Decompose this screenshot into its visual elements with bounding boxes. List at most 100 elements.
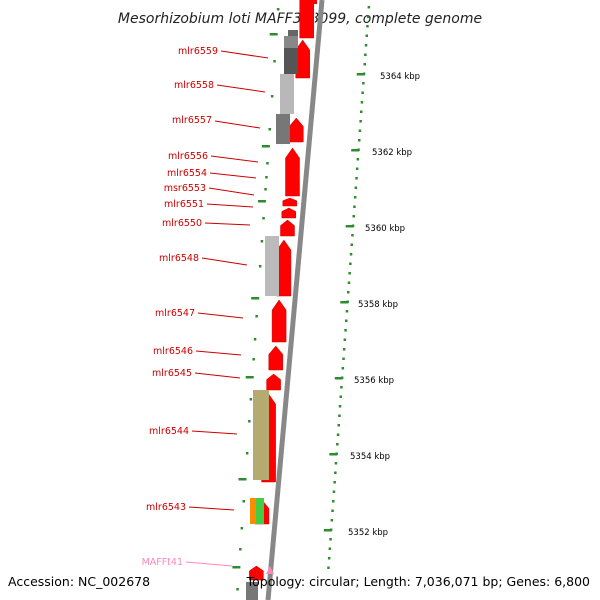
ruler-dot	[358, 129, 362, 132]
gene-track-tick	[261, 145, 270, 148]
gene-arrow	[285, 147, 300, 197]
gene-label-mlr6559[interactable]: mlr6559	[178, 46, 218, 57]
ruler-dot	[347, 291, 350, 294]
gene-arrow	[282, 197, 298, 207]
gene-labels[interactable]: mlr6559 mlr6558 mlr6557 mlr6556 mlr6554 …	[142, 46, 218, 568]
gene-label-mlr6548[interactable]: mlr6548	[159, 253, 199, 264]
gene-arrow-fragment	[305, 0, 317, 4]
label-leader-line	[209, 172, 257, 179]
label-leader-line	[220, 50, 269, 59]
gene-arrow	[271, 299, 287, 343]
ruler-dot	[347, 281, 351, 284]
label-leader-line	[204, 222, 251, 226]
gene-label-mlr6544[interactable]: mlr6544	[149, 426, 189, 437]
label-leaders	[185, 50, 269, 567]
gene-track-tick	[253, 338, 257, 341]
label-leader-line	[194, 372, 241, 379]
ruler-dot	[332, 490, 336, 493]
gene-track-tick	[269, 33, 278, 36]
ruler-dot	[336, 433, 340, 436]
ruler-dot	[367, 6, 371, 9]
feature-box	[265, 236, 279, 296]
label-leader-line	[210, 155, 259, 163]
feature-box	[284, 48, 298, 74]
ruler-dot	[332, 500, 335, 503]
gene-label-MAFFt41[interactable]: MAFFt41	[142, 557, 183, 568]
gene-track-tick	[242, 500, 245, 503]
gene-label-mlr6543[interactable]: mlr6543	[146, 502, 186, 513]
gene-track-tick	[252, 358, 255, 361]
gene-track-tick	[270, 95, 274, 98]
ruler-dot	[342, 348, 346, 351]
ruler-dot	[354, 186, 358, 189]
gene-label-mlr6550[interactable]: mlr6550	[162, 218, 202, 229]
gene-label-mlr6558[interactable]: mlr6558	[174, 80, 214, 91]
ruler-dot	[349, 253, 353, 256]
ruler-major-tick	[329, 453, 338, 456]
ruler-dot	[353, 196, 357, 199]
ruler-dot	[366, 15, 370, 18]
kbp-label: 5358 kbp	[358, 300, 398, 310]
ruler-dot	[330, 519, 334, 522]
label-leader-line	[195, 350, 242, 356]
feature-box	[246, 582, 258, 600]
ruler-dot	[348, 272, 351, 275]
ruler-major-tick	[351, 149, 360, 152]
ruler-dot	[352, 215, 355, 218]
ruler-major-tick	[340, 301, 349, 304]
gene-label-mlr6556[interactable]: mlr6556	[168, 151, 208, 162]
label-leader-line	[214, 120, 261, 129]
gene-label-mlr6554[interactable]: mlr6554	[167, 168, 207, 179]
feature-box	[284, 36, 298, 48]
ruler-dot	[364, 53, 367, 56]
ruler-dot	[360, 110, 363, 113]
kbp-labels: 5364 kbp 5362 kbp 5360 kbp 5358 kbp 5356…	[348, 72, 420, 538]
gene-label-mlr6547[interactable]: mlr6547	[155, 308, 195, 319]
ruler-dot	[365, 34, 368, 37]
gene-label-mlr6557[interactable]: mlr6557	[172, 115, 212, 126]
gene-track-tick	[240, 527, 244, 530]
gene-arrow	[299, 0, 314, 39]
ruler-dot	[340, 386, 343, 389]
label-leader-line	[206, 203, 254, 208]
ruler-dot	[360, 101, 364, 104]
gene-label-msr6553[interactable]: msr6553	[164, 183, 206, 194]
ruler-dot	[353, 205, 356, 208]
ruler-dot	[333, 481, 336, 484]
label-leader-line	[208, 187, 255, 196]
gene-label-mlr6546[interactable]: mlr6546	[153, 346, 193, 357]
ruler-dot	[327, 557, 331, 560]
kbp-label: 5354 kbp	[350, 452, 390, 462]
ruler-dot	[355, 167, 359, 170]
feature-box	[280, 74, 294, 114]
ruler-dot	[337, 424, 340, 427]
ruler-dot	[349, 262, 352, 265]
ruler-dot	[362, 82, 365, 85]
kbp-ruler	[323, 6, 371, 569]
ruler-dot	[336, 443, 339, 446]
feature-box	[250, 498, 256, 524]
ruler-dot	[351, 234, 354, 237]
ruler-dot	[361, 91, 364, 94]
gene-track-tick	[245, 376, 254, 379]
ruler-dot	[359, 120, 362, 123]
ruler-dot	[334, 471, 337, 474]
ruler-major-tick	[345, 225, 354, 228]
kbp-label: 5360 kbp	[365, 224, 405, 234]
gene-label-mlr6551[interactable]: mlr6551	[164, 199, 204, 210]
ruler-dot	[355, 177, 358, 180]
ruler-dot	[364, 44, 368, 47]
gene-track-tick	[239, 548, 242, 551]
label-leader-line	[185, 561, 233, 567]
kbp-label: 5352 kbp	[348, 528, 388, 538]
kbp-label: 5362 kbp	[372, 148, 412, 158]
gene-track-tick	[266, 162, 269, 165]
ruler-dot	[341, 367, 345, 370]
ruler-dot	[366, 25, 369, 28]
label-leader-line	[216, 84, 266, 93]
ruler-dot	[327, 566, 330, 569]
gene-label-mlr6545[interactable]: mlr6545	[152, 368, 192, 379]
ruler-dot	[338, 414, 341, 417]
gene-track-tick	[245, 452, 249, 455]
